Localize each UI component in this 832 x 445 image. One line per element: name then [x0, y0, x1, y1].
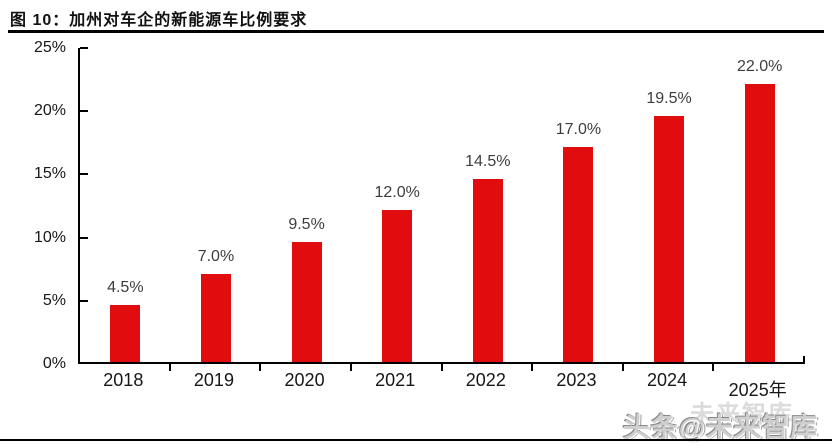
bar-value-label: 19.5%: [646, 89, 692, 107]
y-tick: [80, 173, 88, 176]
x-axis-label: 2018: [103, 370, 144, 390]
y-axis-label: 15%: [33, 165, 66, 183]
x-tick: [531, 362, 534, 371]
y-tick: [80, 47, 88, 49]
watermark: 未来智库 头条@未来智库: [542, 398, 822, 443]
y-axis-label: 25%: [33, 39, 66, 56]
bar: [110, 305, 141, 362]
bar-cell: 17.0%: [533, 48, 624, 362]
bottom-divider: [0, 439, 832, 441]
bar-cell: 19.5%: [624, 48, 715, 362]
bar-value-label: 17.0%: [555, 121, 602, 139]
x-tick: [259, 362, 262, 371]
x-axis-label: 2023: [556, 370, 597, 390]
bar-cell: 9.5%: [261, 48, 352, 362]
bar: [563, 147, 594, 362]
x-axis-label: 2019: [193, 370, 234, 390]
bar-value-label: 22.0%: [737, 57, 783, 75]
y-tick: [80, 299, 88, 302]
x-axis-label: 2024: [647, 370, 688, 390]
x-axis: 2018 2019 2020 2021 2022 2023 2024 2025年: [78, 370, 803, 400]
bar-value-label: 9.5%: [288, 215, 325, 233]
y-axis-label: 10%: [33, 228, 66, 246]
bar: [291, 241, 322, 362]
bar-cell: 22.0%: [714, 48, 805, 362]
y-tick: [80, 236, 88, 239]
y-tick: [80, 110, 88, 113]
bar-value-label: 7.0%: [197, 247, 235, 265]
bar-cell: 7.0%: [171, 48, 262, 362]
bar: [744, 83, 775, 362]
x-axis-label: 2020: [284, 370, 325, 390]
bar-cell: 14.5%: [443, 48, 534, 362]
y-axis: 0% 5% 10% 15% 20% 25%: [0, 39, 70, 372]
bar-value-label: 14.5%: [465, 152, 511, 170]
x-tick: [440, 362, 443, 371]
bar: [472, 178, 503, 362]
bar-cell: 4.5%: [80, 48, 171, 362]
plot-area: 4.5% 7.0% 9.5% 12.0% 14.5% 17.0% 19.5% 22.0%: [78, 47, 805, 371]
x-tick: [621, 362, 624, 371]
figure-title: 图 10：加州对车企的新能源车比例要求: [10, 12, 308, 29]
bar-cell: 12.0%: [352, 48, 443, 362]
x-axis-label: 2021: [375, 370, 416, 390]
x-tick: [803, 356, 805, 364]
bar-value-label: 12.0%: [374, 184, 420, 202]
bar: [200, 273, 231, 362]
title-divider: [8, 30, 824, 33]
x-tick: [168, 362, 171, 371]
bar-value-label: 4.5%: [107, 279, 144, 297]
bar: [654, 115, 685, 362]
x-axis-label: 2022: [465, 370, 506, 390]
x-tick: [349, 362, 352, 371]
y-axis-label: 0%: [42, 355, 66, 372]
bar: [382, 210, 413, 362]
x-axis-label: 2025年: [728, 380, 787, 400]
x-tick: [712, 362, 715, 371]
y-axis-label: 20%: [33, 102, 66, 120]
y-axis-label: 5%: [42, 291, 66, 309]
